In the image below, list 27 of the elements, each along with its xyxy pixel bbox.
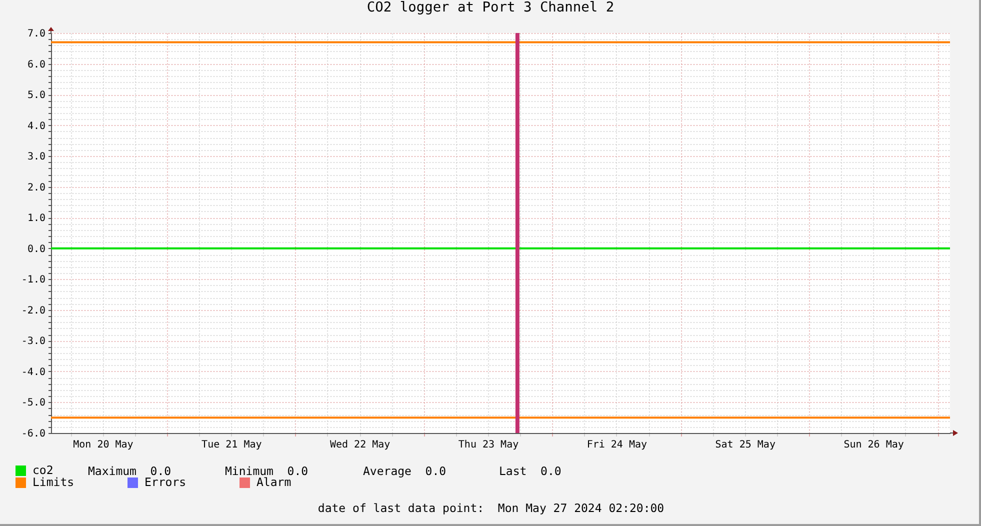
x-tick-label: Wed 22 May — [330, 440, 390, 450]
x-tick-label: Sat 25 May — [715, 440, 776, 450]
x-tick-label: Sun 26 May — [844, 440, 904, 450]
y-tick-label: 5.0 — [27, 90, 46, 102]
legend-label: Limits — [32, 474, 74, 489]
x-tick-label: Mon 20 May — [73, 440, 134, 450]
text: Average 0.0 — [363, 464, 446, 478]
x-tick-label: Fri 24 May — [586, 440, 648, 450]
chart-title: CO2 logger at Port 3 Channel 2 — [366, 0, 614, 16]
y-tick-label: 3.0 — [27, 152, 46, 163]
y-tick-label: 0.0 — [27, 244, 46, 255]
y-tick-label: 7.0 — [27, 28, 46, 40]
y-tick-label: -6.0 — [21, 428, 46, 440]
legend-label: co2 — [32, 462, 54, 477]
y-tick-label: -3.0 — [21, 336, 46, 348]
y-tick-label: -5.0 — [21, 398, 46, 409]
text: Last 0.0 — [499, 464, 562, 478]
y-tick-label: -4.0 — [21, 366, 46, 378]
x-tick-label: Thu 23 May — [458, 440, 519, 450]
y-tick-label: 2.0 — [27, 182, 46, 194]
y-tick-label: -2.0 — [21, 305, 46, 316]
y-tick-label: 4.0 — [27, 120, 46, 132]
text: date of last data point: Mon May 27 2024 02:20:00 — [318, 501, 664, 515]
y-tick-label: -1.0 — [21, 274, 46, 286]
x-tick-label: Tue 21 May — [202, 440, 262, 450]
y-tick-label: 6.0 — [27, 59, 46, 70]
y-tick-label: 1.0 — [27, 213, 46, 224]
